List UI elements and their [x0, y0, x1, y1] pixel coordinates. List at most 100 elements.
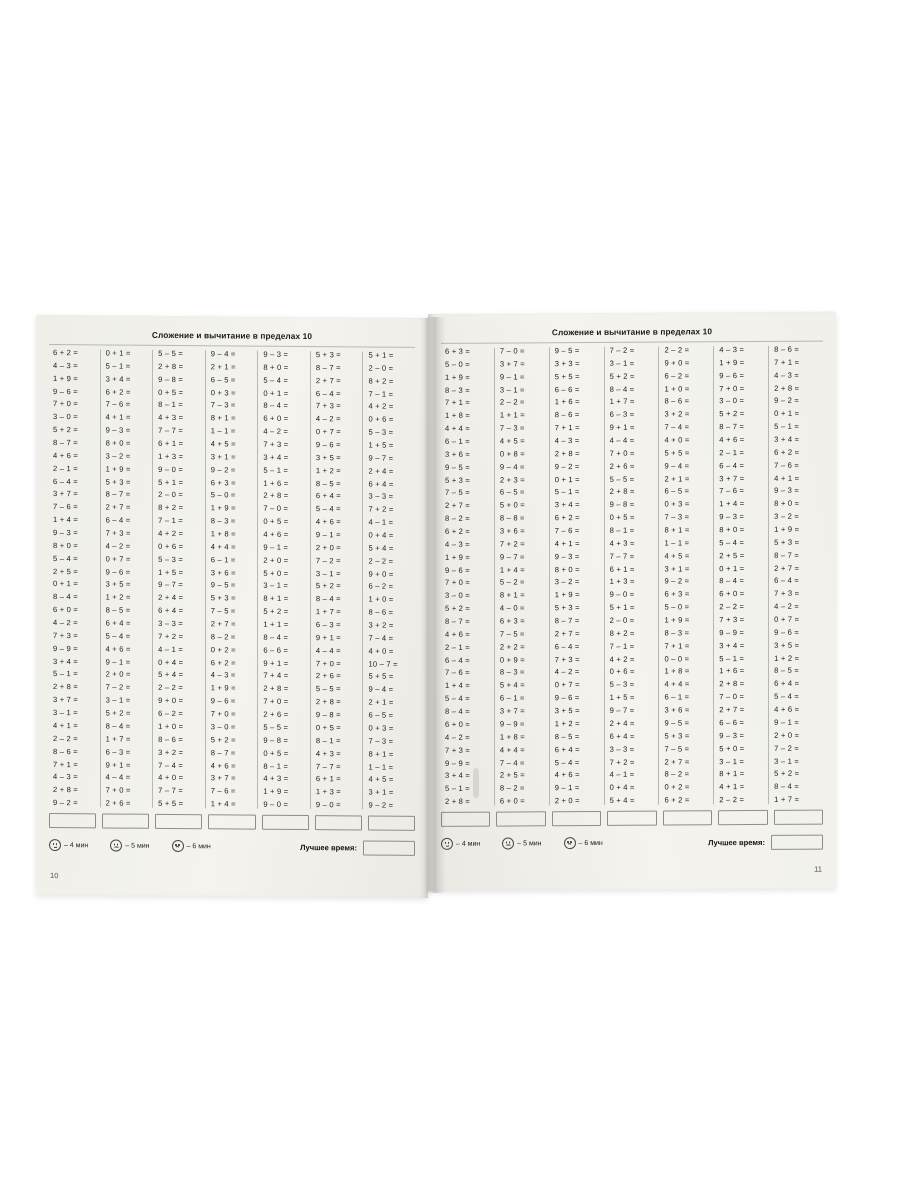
problem-expression[interactable]: 4 – 0 = [499, 603, 525, 613]
problem-expression[interactable]: 6 – 6 = [719, 717, 745, 728]
problem-expression[interactable]: 2 – 2 = [719, 602, 745, 612]
problem-expression[interactable]: 4 + 0 = [368, 646, 394, 656]
problem-expression[interactable]: 0 – 0 = [664, 654, 690, 664]
problem-expression[interactable]: 6 + 2 = [445, 526, 471, 536]
problem-expression[interactable]: 2 – 0 = [158, 490, 183, 500]
problem-expression[interactable]: 4 – 3 = [53, 772, 78, 782]
problem-expression[interactable]: 1 + 9 = [263, 786, 289, 797]
problem-expression[interactable]: 8 – 3 = [445, 385, 470, 395]
problem-expression[interactable]: 8 + 2 = [368, 376, 394, 386]
answer-box[interactable] [208, 814, 256, 830]
problem-expression[interactable]: 9 – 6 = [719, 370, 745, 380]
problem-expression[interactable]: 1 + 6 = [554, 397, 580, 407]
problem-expression[interactable]: 2 – 1 = [53, 463, 78, 473]
problem-expression[interactable]: 6 – 4 = [53, 476, 78, 486]
problem-expression[interactable]: 1 + 9 = [774, 524, 800, 534]
answer-box[interactable] [314, 815, 362, 831]
problem-expression[interactable]: 2 + 1 = [210, 362, 236, 372]
problem-expression[interactable]: 7 – 7 = [315, 761, 341, 771]
problem-expression[interactable]: 0 + 1 = [105, 348, 131, 358]
problem-expression[interactable]: 4 – 1 = [609, 770, 635, 780]
problem-expression[interactable]: 9 – 6 = [445, 565, 470, 575]
problem-expression[interactable]: 4 + 3 = [315, 748, 341, 758]
problem-expression[interactable]: 5 – 1 = [719, 653, 745, 663]
problem-expression[interactable]: 9 – 6 = [774, 627, 799, 637]
problem-expression[interactable]: 5 + 4 = [158, 670, 184, 680]
problem-expression[interactable]: 4 – 2 = [554, 667, 580, 677]
problem-expression[interactable]: 6 + 3 = [445, 346, 471, 356]
problem-expression[interactable]: 5 – 5 = [315, 684, 341, 694]
problem-expression[interactable]: 3 + 4 = [53, 656, 79, 666]
problem-expression[interactable]: 4 + 6 = [53, 450, 79, 461]
answer-box[interactable] [155, 813, 203, 830]
problem-expression[interactable]: 8 – 4 = [53, 592, 78, 602]
problem-expression[interactable]: 3 + 6 = [499, 526, 525, 536]
problem-expression[interactable]: 2 + 8 = [609, 487, 635, 497]
problem-expression[interactable]: 8 – 6 = [368, 607, 394, 617]
problem-expression[interactable]: 2 + 5 = [499, 770, 525, 780]
problem-expression[interactable]: 2 + 0 = [315, 543, 341, 553]
problem-expression[interactable]: 7 + 4 = [263, 671, 289, 681]
problem-expression[interactable]: 6 – 4 = [315, 388, 341, 398]
problem-expression[interactable]: 4 – 4 = [609, 435, 635, 445]
problem-expression[interactable]: 6 + 0 = [719, 589, 745, 599]
problem-expression[interactable]: 2 + 6 = [263, 709, 289, 719]
problem-expression[interactable]: 9 + 0 = [664, 358, 690, 368]
problem-expression[interactable]: 1 + 9 = [719, 357, 745, 368]
problem-expression[interactable]: 5 + 2 = [105, 708, 131, 718]
problem-expression[interactable]: 9 – 1 = [315, 530, 341, 540]
problem-expression[interactable]: 1 – 1 = [210, 426, 236, 436]
problem-expression[interactable]: 4 – 2 = [774, 601, 799, 612]
problem-expression[interactable]: 5 – 5 = [158, 348, 183, 359]
problem-expression[interactable]: 8 + 1 = [210, 413, 236, 423]
problem-expression[interactable]: 0 + 3 = [664, 499, 690, 509]
problem-expression[interactable]: 8 – 1 = [609, 525, 635, 535]
problem-expression[interactable]: 6 – 2 = [368, 582, 394, 592]
problem-expression[interactable]: 3 + 6 = [664, 705, 690, 715]
problem-expression[interactable]: 2 + 7 = [315, 375, 341, 386]
problem-expression[interactable]: 4 + 5 = [368, 774, 394, 785]
problem-expression[interactable]: 5 – 4 = [554, 757, 580, 767]
problem-expression[interactable]: 9 – 7 = [609, 705, 635, 715]
problem-expression[interactable]: 7 – 2 = [105, 682, 131, 693]
problem-expression[interactable]: 3 + 7 = [210, 773, 236, 783]
problem-expression[interactable]: 2 + 8 = [554, 448, 580, 459]
problem-expression[interactable]: 5 + 5 = [664, 448, 690, 458]
problem-expression[interactable]: 1 + 9 = [554, 590, 580, 600]
problem-expression[interactable]: 0 + 1 = [53, 579, 79, 589]
problem-expression[interactable]: 1 + 0 = [158, 721, 184, 731]
answer-box[interactable] [496, 811, 546, 827]
problem-expression[interactable]: 7 – 7 = [158, 786, 183, 796]
problem-expression[interactable]: 8 – 1 = [158, 400, 183, 410]
problem-expression[interactable]: 9 – 8 = [158, 374, 183, 384]
problem-expression[interactable]: 7 – 3 = [499, 423, 525, 433]
problem-expression[interactable]: 6 + 4 = [315, 491, 341, 501]
problem-expression[interactable]: 7 + 1 = [53, 759, 79, 769]
problem-expression[interactable]: 5 + 2 = [263, 606, 289, 617]
problem-expression[interactable]: 1 – 1 = [368, 762, 394, 772]
problem-expression[interactable]: 3 + 6 = [210, 567, 236, 578]
problem-expression[interactable]: 9 – 6 = [554, 693, 580, 703]
problem-expression[interactable]: 4 + 6 = [105, 644, 131, 654]
problem-expression[interactable]: 8 – 7 = [105, 489, 131, 500]
problem-expression[interactable]: 9 – 1 = [774, 717, 799, 727]
problem-expression[interactable]: 0 + 5 = [263, 516, 289, 527]
problem-expression[interactable]: 0 + 7 = [105, 554, 131, 564]
problem-expression[interactable]: 8 – 2 = [210, 632, 236, 642]
problem-expression[interactable]: 4 + 5 = [210, 439, 236, 449]
problem-expression[interactable]: 7 + 2 = [368, 504, 394, 515]
problem-expression[interactable]: 0 + 3 = [210, 387, 236, 398]
problem-expression[interactable]: 9 + 1 = [609, 422, 635, 433]
problem-expression[interactable]: 8 – 7 = [210, 747, 236, 758]
problem-expression[interactable]: 4 – 2 = [53, 618, 78, 628]
problem-expression[interactable]: 8 + 1 = [664, 525, 690, 535]
problem-expression[interactable]: 5 + 1 = [609, 602, 635, 613]
problem-expression[interactable]: 9 – 8 = [315, 710, 341, 720]
problem-expression[interactable]: 6 + 4 = [554, 744, 580, 754]
problem-expression[interactable]: 4 + 4 = [445, 423, 471, 434]
problem-expression[interactable]: 0 + 6 = [368, 414, 394, 425]
problem-expression[interactable]: 5 + 3 = [445, 475, 471, 485]
problem-expression[interactable]: 9 – 2 = [774, 396, 799, 406]
problem-expression[interactable]: 4 + 2 = [158, 528, 184, 539]
problem-expression[interactable]: 0 + 5 = [609, 512, 635, 523]
